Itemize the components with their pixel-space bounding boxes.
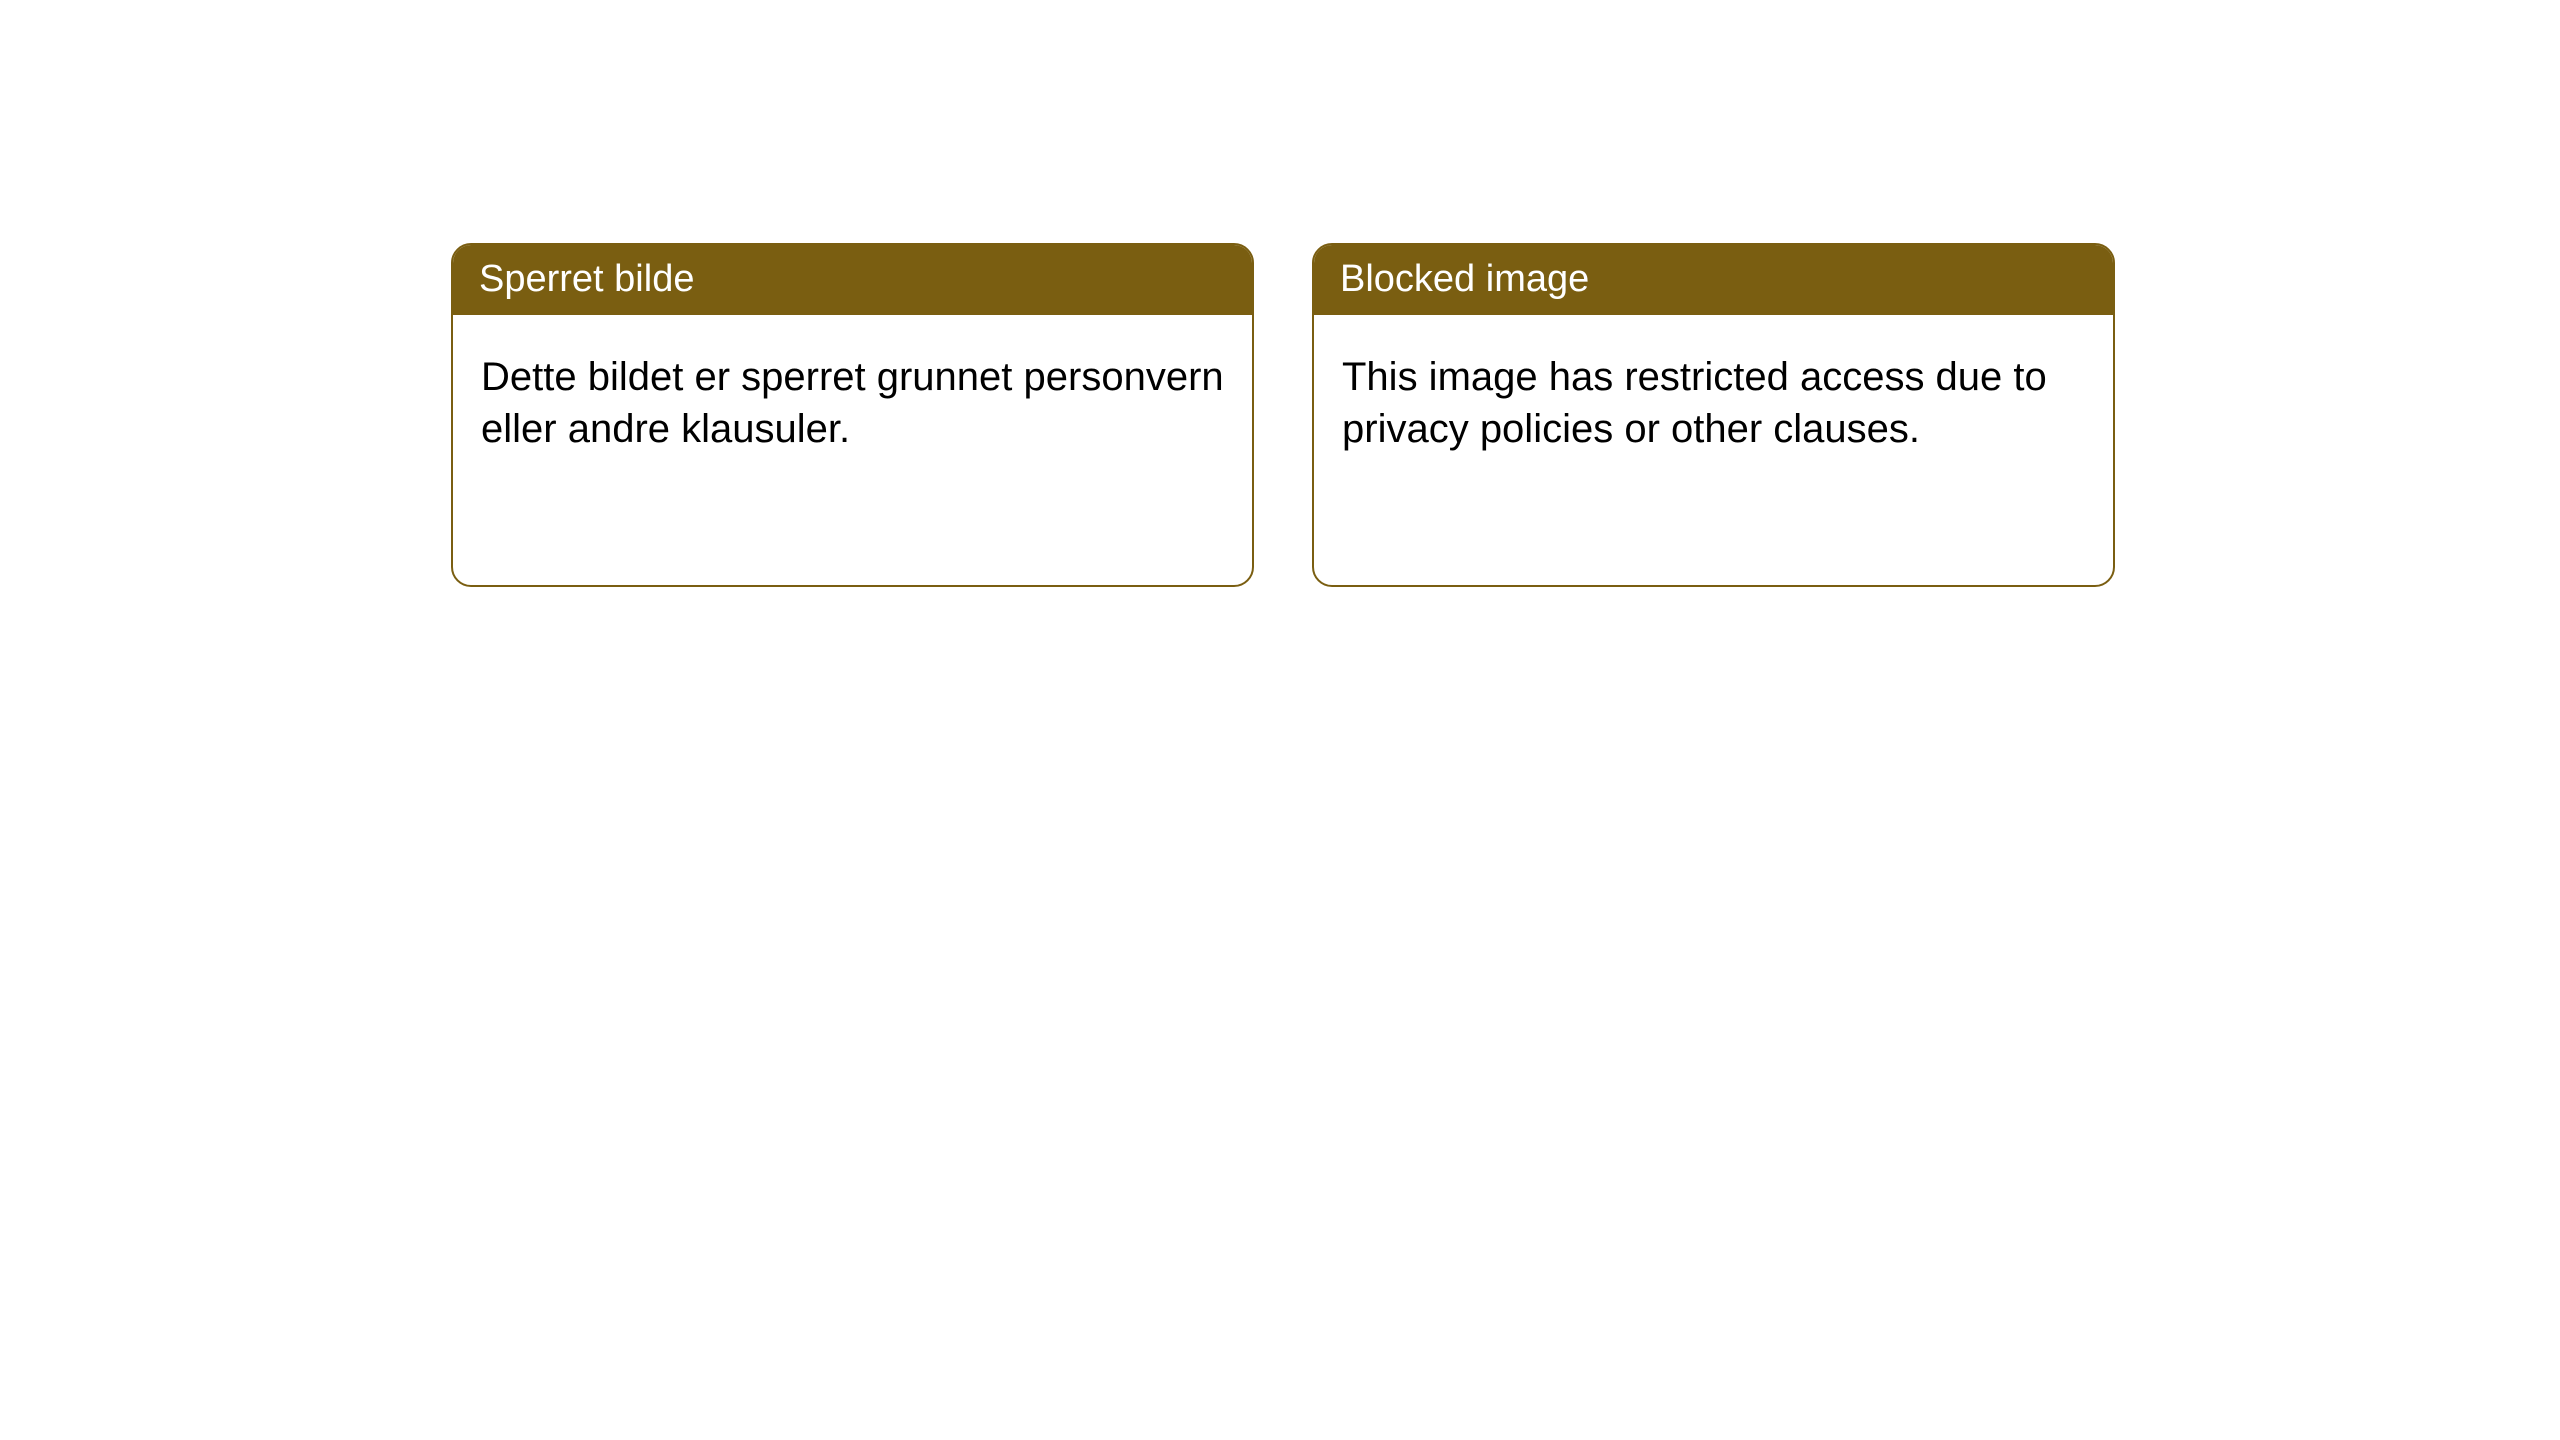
blocked-image-card-no: Sperret bilde Dette bildet er sperret gr…: [451, 243, 1254, 587]
card-body-en: This image has restricted access due to …: [1314, 315, 2113, 585]
notice-cards-row: Sperret bilde Dette bildet er sperret gr…: [451, 243, 2115, 587]
blocked-image-card-en: Blocked image This image has restricted …: [1312, 243, 2115, 587]
card-header-en: Blocked image: [1314, 245, 2113, 315]
card-body-no: Dette bildet er sperret grunnet personve…: [453, 315, 1252, 585]
card-header-no: Sperret bilde: [453, 245, 1252, 315]
